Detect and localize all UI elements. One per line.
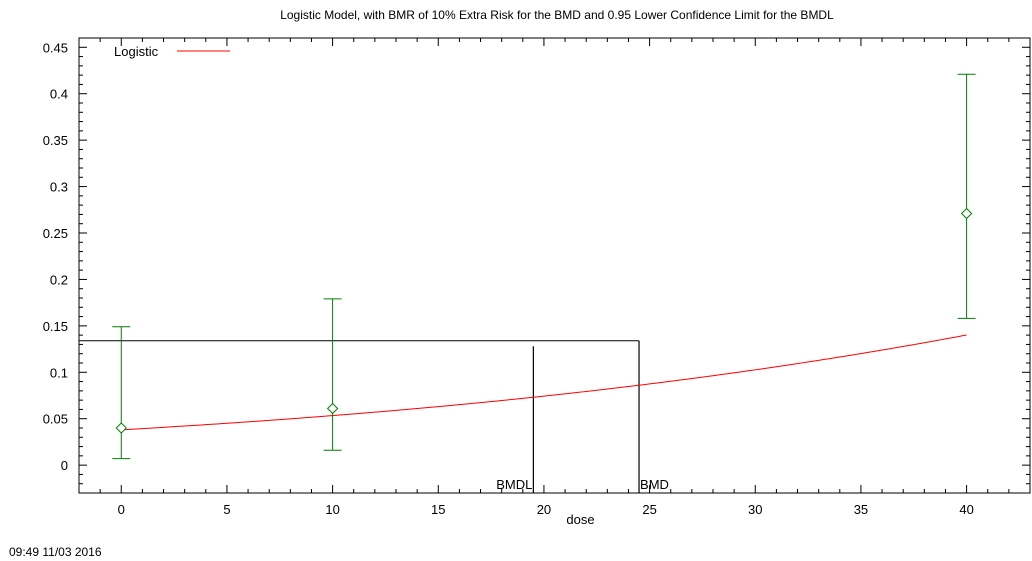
y-tick-label: 0.25 xyxy=(43,226,68,241)
data-point-diamond xyxy=(115,422,127,434)
y-tick-label: 0.4 xyxy=(50,87,68,102)
chart-title: Logistic Model, with BMR of 10% Extra Ri… xyxy=(280,8,834,22)
x-tick-label: 35 xyxy=(854,502,868,517)
plot-frame xyxy=(78,37,1031,494)
data-point-diamond xyxy=(960,207,973,220)
x-tick-label: 0 xyxy=(118,502,125,517)
y-tick-label: 0.3 xyxy=(50,180,68,195)
x-tick-label: 10 xyxy=(325,502,339,517)
bmdl-label: BMDL xyxy=(496,477,532,492)
y-axis: 0 0.05 0.1 0.15 0.2 0.25 0.3 0.35 0.4 0.45 xyxy=(43,40,1030,485)
x-tick-label: 15 xyxy=(431,502,445,517)
timestamp: 09:49 11/03 2016 xyxy=(9,545,102,559)
observed-data xyxy=(112,73,976,460)
x-tick-label: 5 xyxy=(223,502,230,517)
data-point-diamond xyxy=(326,402,339,415)
x-tick-label: 30 xyxy=(748,502,762,517)
x-tick-label: 20 xyxy=(537,502,551,517)
bmd-label: BMD xyxy=(640,477,669,492)
y-tick-label: 0.45 xyxy=(43,40,68,55)
y-tick-label: 0 xyxy=(61,458,68,473)
y-tick-label: 0.35 xyxy=(43,133,68,148)
y-tick-label: 0.2 xyxy=(50,272,68,287)
x-axis: 0 5 10 15 20 25 30 35 40 xyxy=(78,38,1031,517)
x-axis-label: dose xyxy=(566,512,594,527)
y-tick-label: 0.05 xyxy=(43,412,68,427)
logistic-curve xyxy=(121,334,967,431)
x-tick-label: 25 xyxy=(642,502,656,517)
legend-label-logistic: Logistic xyxy=(114,44,159,59)
y-tick-label: 0.15 xyxy=(43,319,68,334)
x-tick-label: 40 xyxy=(959,502,973,517)
y-tick-label: 0.1 xyxy=(50,365,68,380)
legend: Logistic xyxy=(114,44,230,59)
bmd-chart: Logistic Model, with BMR of 10% Extra Ri… xyxy=(43,8,1031,527)
